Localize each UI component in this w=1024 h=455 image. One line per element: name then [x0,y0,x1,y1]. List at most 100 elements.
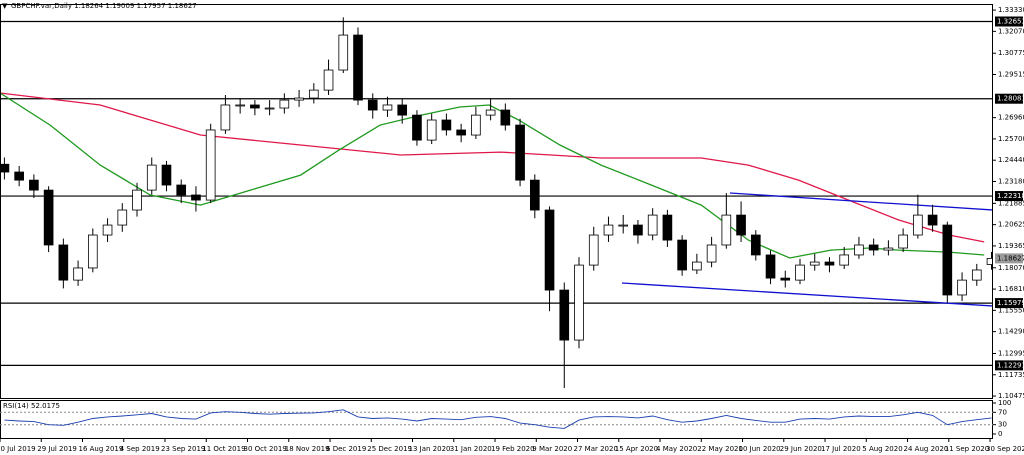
candle-body [647,214,658,236]
symbol: GBPCHF.var,Daily [11,2,72,10]
candle-body [1,163,10,173]
candle-body [250,104,260,109]
candle-body [927,214,938,226]
x-tick-label: 16 Aug 2019 [79,445,124,453]
rsi-tick-label: 100 [998,399,1011,407]
menu-arrow: ▼ [2,2,8,10]
y-tick-label: 1.24440 [998,156,1024,164]
x-tick-label: 13 Jan 2020 [409,445,451,453]
level-label: 1.32653 [997,18,1024,26]
y-tick-label: 1.12995 [998,349,1024,357]
candle-body [397,104,408,116]
candle-body [736,214,746,236]
x-tick-label: 22 May 2020 [697,445,743,453]
y-tick-label: 1.30775 [998,49,1024,57]
rsi-tick-label: 0 [998,430,1002,438]
candle-body [58,244,69,281]
candle-body [220,104,231,131]
x-tick-label: 17 Jul 2020 [821,445,861,453]
high-value: 1.19009 [105,2,134,10]
x-tick-label: 27 Mar 2020 [574,445,618,453]
x-tick-label: 4 Sep 2019 [120,445,160,453]
candle-body [883,247,894,251]
candle-body [146,164,157,191]
x-tick-label: 4 May 2020 [656,445,697,453]
candle-body [824,261,835,266]
y-tick-label: 1.11735 [998,371,1024,379]
candle-body [750,234,761,256]
candle-body [323,69,334,91]
level-label-box [995,298,1023,309]
candle-body [132,189,142,211]
current-price-label: 1.18627 [997,254,1024,262]
candle-body [677,239,687,271]
candle-body [176,184,187,196]
plot-area [1,17,992,389]
x-tick-label: 11 Sep 2020 [945,445,989,453]
x-tick-label: 19 Feb 2020 [491,445,535,453]
y-tick-label: 1.19365 [998,242,1024,250]
candle-body [161,164,172,186]
y-tick-label: 1.20625 [998,221,1024,229]
candle-body [854,244,864,256]
level-label: 1.12291 [997,361,1024,369]
y-tick-label: 1.26960 [998,114,1024,122]
candle-body [382,104,393,111]
x-tick-label: 29 Jun 2020 [780,445,822,453]
candle-body [692,261,702,271]
x-tick-label: 25 Dec 2019 [367,445,412,453]
candle-body [971,269,982,281]
candle-body [809,261,820,266]
x-tick-label: 6 Dec 2019 [326,445,366,453]
candle-body [264,107,275,110]
y-tick-label: 1.33330 [998,6,1024,14]
candle-body [441,119,452,131]
candle-body [544,209,555,291]
level-label: 1.15979 [997,299,1024,307]
candle-body [633,224,643,236]
candle-body [515,124,525,181]
level-label: 1.22318 [997,192,1024,200]
y-tick-label: 1.29515 [998,70,1024,78]
candle-body [353,34,363,101]
rsi-title: RSI(14) [3,402,29,410]
level-label-box [995,16,1023,27]
x-tick-label: 9 Mar 2020 [532,445,572,453]
current-price-box [995,253,1023,264]
level-label-box [995,360,1023,371]
candle-body [913,214,923,236]
trendline [729,192,992,211]
candle-body [957,279,967,296]
candle-body [559,289,570,341]
chart-header: GBPCHF.var,Daily 1.18264 1.19009 1.17957… [11,2,197,10]
x-tick-label: 10 Jul 2019 [0,445,36,453]
candle-body [618,224,629,227]
candle-body [780,277,791,281]
level-label-box [995,191,1023,202]
x-tick-label: 18 Nov 2019 [285,445,330,453]
rsi-tick-label: 70 [998,408,1007,416]
candle-body [456,129,466,136]
y-tick-label: 1.25700 [998,135,1024,143]
candle-body [205,129,216,201]
level-label-box [995,93,1023,104]
candle-body [43,189,54,246]
candle-body [765,254,776,279]
candle-body [412,114,422,141]
y-tick-label: 1.15550 [998,306,1024,314]
x-tick-label: 15 Apr 2020 [615,445,658,453]
candle-body [500,109,511,126]
x-tick-label: 23 Sep 2019 [161,445,205,453]
level-label: 1.28081 [997,95,1024,103]
rsi-frame [0,400,993,439]
y-tick-label: 1.23180 [998,177,1024,185]
open-value: 1.18264 [74,2,103,10]
rsi-line [4,409,992,429]
moving-average [1,92,985,243]
candle-body [485,109,496,116]
x-tick-label: 30 Sep 2020 [986,445,1024,453]
candle-body [603,224,614,236]
x-tick-label: 11 Oct 2019 [202,445,245,453]
